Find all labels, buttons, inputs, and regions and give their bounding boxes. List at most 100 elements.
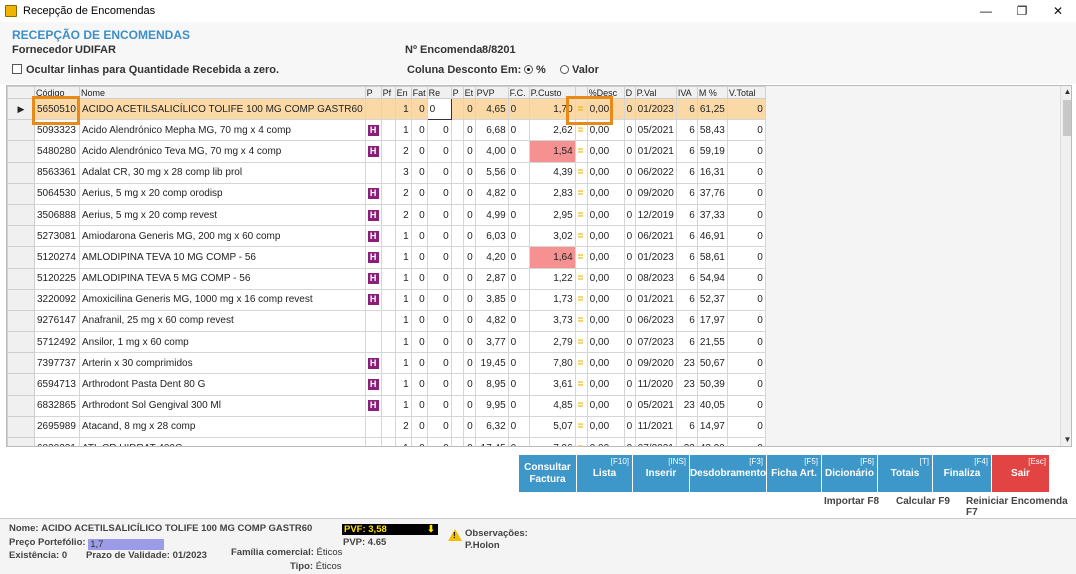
hide-zero-option[interactable]: Ocultar linhas para Quantidade Recebida …	[12, 64, 279, 76]
discount-value-radio[interactable]	[560, 65, 569, 74]
restart-order-link[interactable]: Reiniciar Encomenda F7	[966, 496, 1068, 518]
import-link[interactable]: Importar F8	[824, 496, 880, 507]
toolbar-button-totais[interactable]: [T] Totais	[878, 455, 933, 492]
discount-pct-radio[interactable]	[524, 65, 533, 74]
cell-code: 5093323	[34, 119, 80, 142]
column-header[interactable]: M %	[696, 86, 728, 99]
column-header[interactable]: %Desc	[586, 86, 625, 99]
table-row[interactable]: 5064530 Aerius, 5 mg x 20 comp orodisp H 2 0…	[7, 182, 766, 205]
row-selector[interactable]	[7, 246, 35, 269]
row-selector[interactable]	[7, 161, 35, 184]
scroll-thumb[interactable]	[1063, 100, 1071, 136]
equal-icon: =	[577, 188, 584, 200]
column-header[interactable]: IVA	[675, 86, 698, 99]
table-row[interactable]: 5093323 Acido Alendrónico Mepha MG, 70 mg…	[7, 119, 766, 142]
pvf-box: PVF: 3,58 ⬇	[342, 524, 438, 535]
cell-pvp: 4,20	[474, 246, 509, 269]
toolbar-button-inserir[interactable]: [INS] Inserir	[633, 455, 690, 492]
cell-d: 0	[623, 436, 636, 446]
table-row[interactable]: 7397737 Arterin x 30 comprimidos H 1 0 0 0 19,4…	[7, 352, 766, 375]
column-header[interactable]: Código	[34, 86, 80, 99]
column-header[interactable]	[574, 86, 588, 99]
cell-vt: 0	[726, 373, 766, 396]
toolbar-button-ficha-art-[interactable]: [F5] Ficha Art.	[767, 455, 822, 492]
cell-pvp: 19,45	[474, 352, 509, 375]
column-header[interactable]: Pf	[380, 86, 396, 99]
table-row[interactable]: 5712492 Ansilor, 1 mg x 60 comp 1 0 0 0 3,77 0 2…	[7, 331, 766, 354]
column-header[interactable]: P.Custo	[528, 86, 576, 99]
row-selector[interactable]	[7, 267, 35, 290]
scroll-up-icon[interactable]: ▲	[1063, 87, 1072, 96]
row-selector[interactable]	[7, 182, 35, 205]
toolbar-button-lista[interactable]: [F10] Lista	[577, 455, 633, 492]
row-selector[interactable]	[7, 352, 35, 375]
row-selector[interactable]	[7, 373, 35, 396]
products-grid[interactable]: Código Nome P Pf En Fat Re P Et PVP F.C. P.Custo %De…	[6, 85, 1072, 447]
column-header[interactable]: En	[394, 86, 412, 99]
column-header[interactable]: D	[623, 86, 636, 99]
table-row[interactable]: 2695989 Atacand, 8 mg x 28 comp 2 0 0 0 6,32 0 5…	[7, 415, 766, 439]
row-selector[interactable]: ▶	[7, 97, 35, 121]
table-row[interactable]: 5273081 Amiodarona Generis MG, 200 mg x 6…	[7, 225, 766, 248]
row-selector[interactable]	[7, 203, 35, 227]
cell-equal: =	[574, 246, 588, 269]
toolbar-button-desdobramento[interactable]: [F3] Desdobramento	[690, 455, 767, 492]
table-row[interactable]: 5120274 AMLODIPINA TEVA 10 MG COMP - 56 H 1…	[7, 246, 766, 269]
column-header[interactable]: Fat	[410, 86, 428, 99]
cell-p	[450, 97, 464, 121]
scroll-down-icon[interactable]: ▼	[1063, 435, 1072, 444]
close-button[interactable]: ✕	[1052, 4, 1064, 18]
toolbar-button-sair[interactable]: [Esc] Sair	[992, 455, 1050, 492]
table-row[interactable]: 6594713 Arthrodont Pasta Dent 80 G H 1 0 0 0 8,…	[7, 373, 766, 396]
column-header[interactable]: V.Total	[726, 86, 766, 99]
cell-code: 3220092	[34, 288, 80, 311]
table-row[interactable]: 5120225 AMLODIPINA TEVA 5 MG COMP - 56 H 1 0…	[7, 267, 766, 290]
table-row[interactable]: 5480280 Acido Alendrónico Teva MG, 70 mg …	[7, 140, 766, 163]
discount-pct-option[interactable]: %	[524, 64, 546, 76]
row-selector[interactable]	[7, 225, 35, 248]
table-row[interactable]: 9276147 Anafranil, 25 mg x 60 comp revest…	[7, 309, 766, 333]
equal-icon: =	[577, 273, 584, 285]
row-selector[interactable]	[7, 436, 35, 446]
toolbar-button-dicion-rio[interactable]: [F6] Dicionário	[822, 455, 878, 492]
generic-flag-icon: H	[367, 209, 379, 221]
hide-zero-checkbox[interactable]	[12, 64, 22, 74]
table-row[interactable]: 3506888 Aerius, 5 mg x 20 comp revest H 2 0 0…	[7, 203, 766, 227]
calculate-link[interactable]: Calcular F9	[896, 496, 950, 507]
cell-equal: =	[574, 352, 588, 375]
column-header[interactable]: P	[450, 86, 464, 99]
cell-en: 1	[394, 352, 412, 375]
table-row[interactable]: 6830231ATL CR HIDRAT 400G100017,4507,96=…	[7, 436, 766, 446]
row-selector[interactable]	[7, 331, 35, 354]
row-selector[interactable]	[7, 394, 35, 417]
row-selector[interactable]	[7, 309, 35, 333]
column-header[interactable]: Et	[462, 86, 476, 99]
row-selector[interactable]	[7, 288, 35, 311]
cell-et: 0	[462, 309, 476, 333]
table-row[interactable]: 6832865 Arthrodont Sol Gengival 300 Ml H 1 0…	[7, 394, 766, 417]
column-header[interactable]: P	[364, 86, 382, 99]
vertical-scrollbar[interactable]: ▲ ▼	[1060, 86, 1072, 446]
row-selector[interactable]	[7, 140, 35, 163]
column-header[interactable]: F.C.	[507, 86, 530, 99]
family-value: Éticos	[316, 547, 343, 558]
minimize-button[interactable]: —	[980, 4, 992, 18]
cell-pvp: 3,77	[474, 331, 509, 354]
table-row[interactable]: 3220092 Amoxicilina Generis MG, 1000 mg x…	[7, 288, 766, 311]
products-table: Código Nome P Pf En Fat Re P Et PVP F.C. P.Custo %De…	[7, 86, 766, 446]
table-row[interactable]: 8563361 Adalat CR, 30 mg x 28 comp lib pr…	[7, 161, 766, 184]
column-header[interactable]: P.Val	[634, 86, 677, 99]
column-header[interactable]	[7, 86, 35, 99]
table-row[interactable]: ▶ 5650510 ACIDO ACETILSALICÍLICO TOLIFE 10…	[7, 97, 766, 121]
cell-product-flag	[364, 415, 382, 439]
toolbar-button-consultar-factura[interactable]: Consultar Factura	[519, 455, 577, 492]
column-header[interactable]: PVP	[474, 86, 509, 99]
toolbar-button-finaliza[interactable]: [F4] Finaliza	[933, 455, 992, 492]
row-selector[interactable]	[7, 119, 35, 142]
column-header[interactable]: Re	[426, 86, 452, 99]
discount-value-option[interactable]: Valor	[560, 64, 599, 76]
column-header[interactable]: Nome	[79, 86, 366, 99]
cell-p	[450, 331, 464, 354]
restore-button[interactable]: ❐	[1016, 4, 1028, 18]
row-selector[interactable]	[7, 415, 35, 439]
